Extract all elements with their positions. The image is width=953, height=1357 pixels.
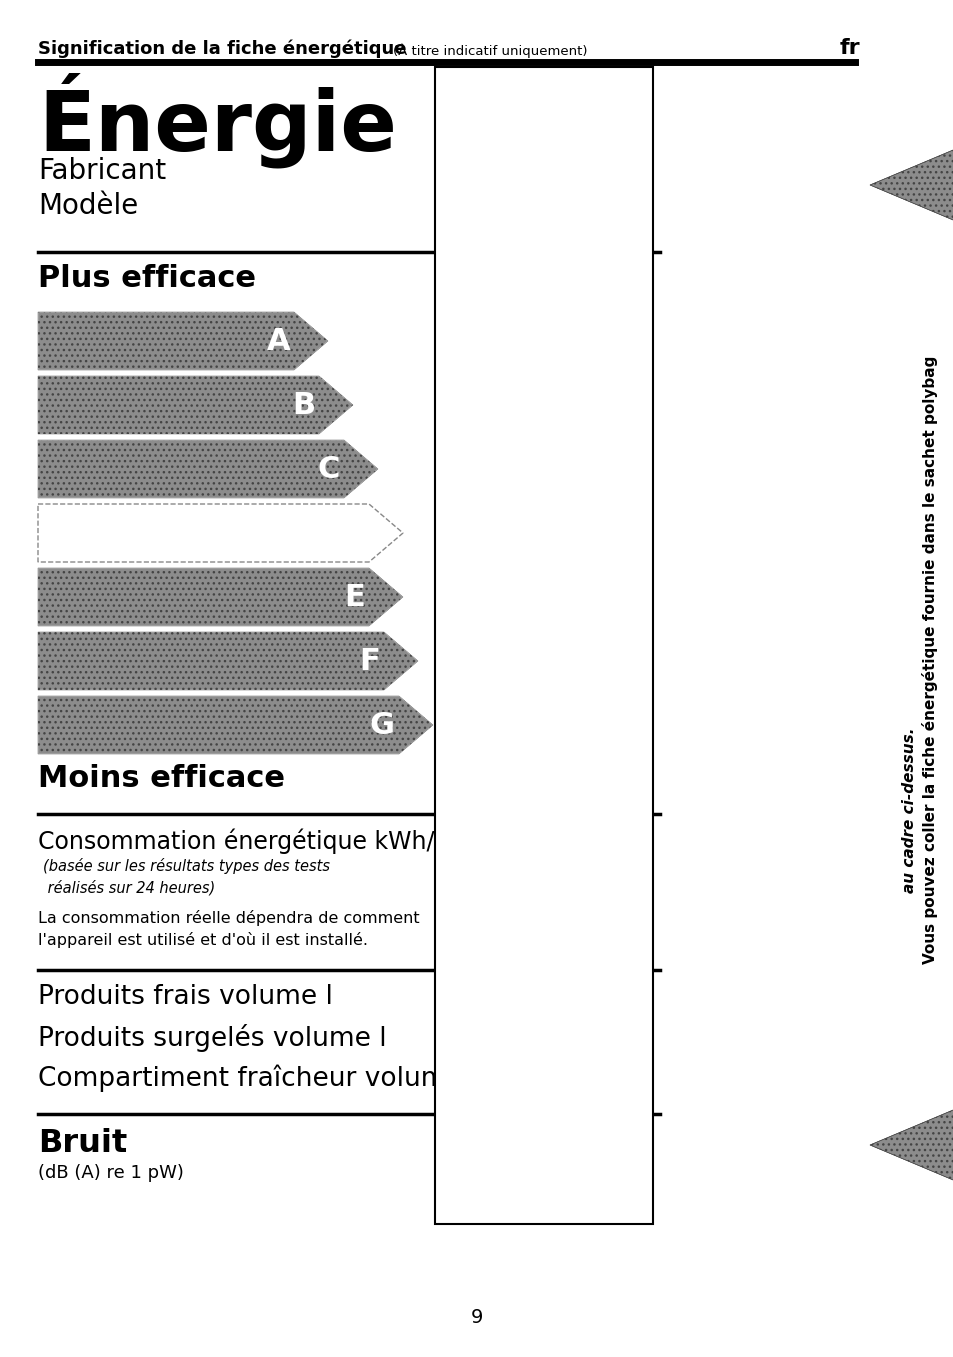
Text: Vous pouvez coller la fiche énergétique fournie dans le sachet polybag: Vous pouvez coller la fiche énergétique …: [921, 356, 937, 965]
Text: 9: 9: [471, 1308, 482, 1327]
Text: A: A: [266, 327, 290, 356]
Text: C: C: [317, 455, 339, 483]
Text: Bruit: Bruit: [38, 1128, 127, 1159]
Text: Plus efficace: Plus efficace: [38, 265, 255, 293]
Polygon shape: [38, 569, 402, 626]
Text: Compartiment fraîcheur volume l: Compartiment fraîcheur volume l: [38, 1064, 478, 1091]
Text: fr: fr: [840, 38, 860, 58]
Text: Fabricant: Fabricant: [38, 157, 166, 185]
Text: Produits frais volume l: Produits frais volume l: [38, 984, 333, 1010]
Text: F: F: [359, 646, 379, 676]
Polygon shape: [38, 312, 328, 370]
Bar: [435, 66, 652, 1224]
Text: (basée sur les résultats types des tests
 réalisés sur 24 heures): (basée sur les résultats types des tests…: [43, 858, 330, 896]
Text: Moins efficace: Moins efficace: [38, 764, 285, 792]
Text: Produits surgelés volume l: Produits surgelés volume l: [38, 1025, 386, 1052]
Polygon shape: [38, 440, 377, 498]
Polygon shape: [869, 145, 953, 225]
Text: Signification de la fiche énergétique: Signification de la fiche énergétique: [38, 39, 406, 58]
Polygon shape: [869, 1105, 953, 1185]
Text: B: B: [292, 391, 314, 419]
Polygon shape: [38, 696, 433, 754]
Text: Modèle: Modèle: [38, 191, 138, 220]
Text: au cadre ci-dessus.: au cadre ci-dessus.: [902, 727, 917, 893]
Polygon shape: [38, 376, 353, 434]
Text: Énergie: Énergie: [38, 72, 396, 167]
Polygon shape: [38, 503, 402, 562]
Text: Consommation énergétique kWh/an: Consommation énergétique kWh/an: [38, 828, 463, 854]
Text: (À titre indicatif uniquement): (À titre indicatif uniquement): [393, 43, 587, 58]
Text: G: G: [370, 711, 395, 740]
Text: E: E: [344, 582, 365, 612]
Text: (dB (A) re 1 pW): (dB (A) re 1 pW): [38, 1164, 184, 1182]
Polygon shape: [38, 632, 417, 689]
Text: La consommation réelle dépendra de comment
l'appareil est utilisé et d'où il est: La consommation réelle dépendra de comme…: [38, 911, 419, 949]
